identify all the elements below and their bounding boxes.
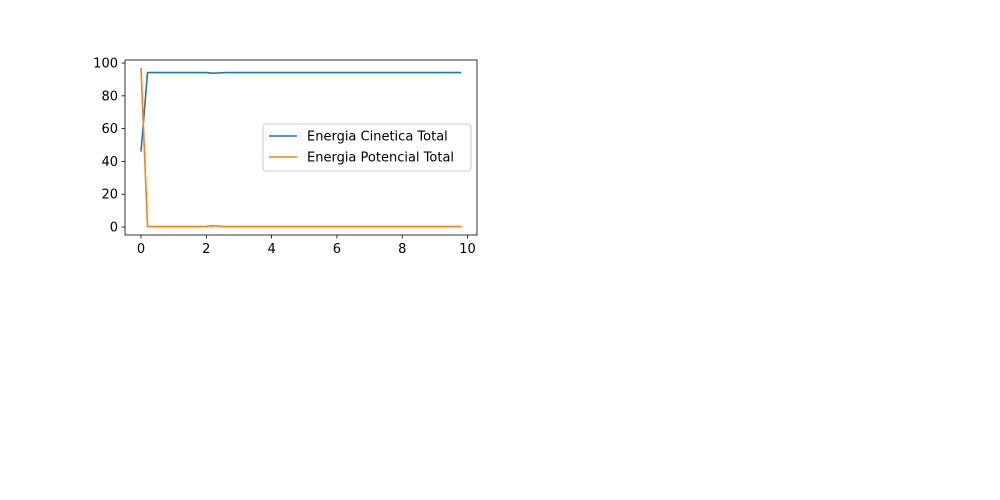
x-tick-label: 10	[459, 242, 476, 257]
y-tick-label: 0	[110, 221, 118, 236]
x-tick-label: 4	[267, 242, 275, 257]
y-tick-label: 60	[101, 122, 118, 137]
x-tick-label: 6	[333, 242, 341, 257]
y-tick-label: 40	[101, 155, 118, 170]
y-tick-label: 20	[101, 188, 118, 203]
legend-label-1: Energia Cinetica Total	[307, 130, 448, 145]
series-line-2	[140, 67, 461, 228]
x-tick-label: 8	[398, 242, 406, 257]
x-tick-label: 0	[137, 242, 145, 257]
chart-series-lines	[140, 67, 461, 228]
legend-label-2: Energia Potencial Total	[307, 151, 454, 166]
x-tick-label: 2	[202, 242, 210, 257]
y-tick-label: 100	[93, 57, 118, 72]
legend-box	[262, 123, 472, 172]
y-tick-label: 80	[101, 89, 118, 104]
plot-frame	[124, 59, 478, 236]
series-line-1	[140, 71, 461, 152]
chart-legend: Energia Cinetica Total Energia Potencial …	[262, 123, 472, 172]
